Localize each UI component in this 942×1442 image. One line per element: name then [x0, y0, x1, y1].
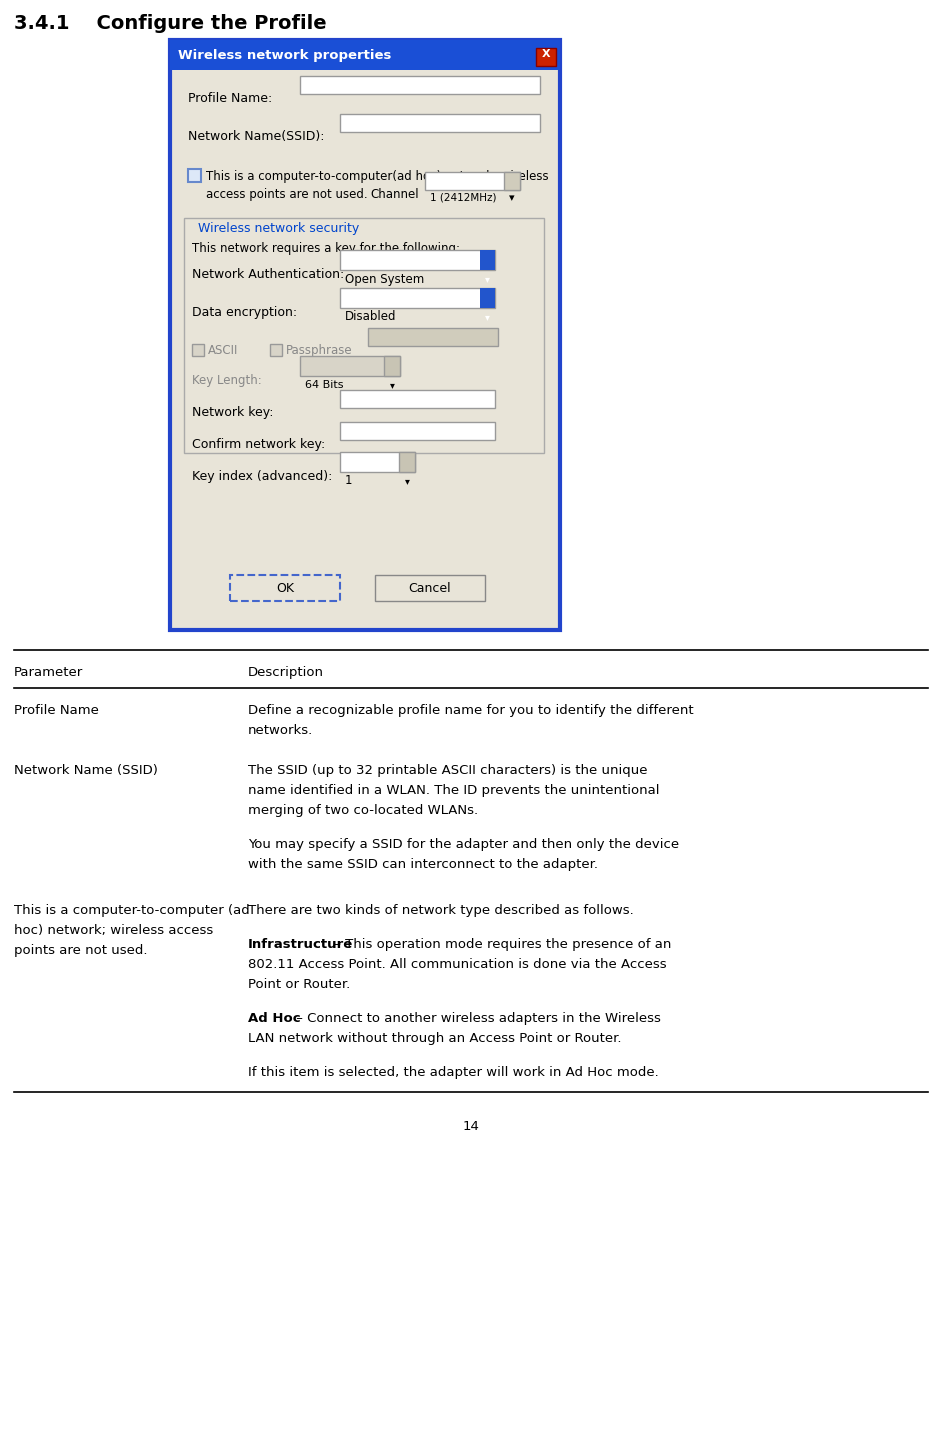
Text: X: X: [542, 49, 550, 59]
Text: If this item is selected, the adapter will work in Ad Hoc mode.: If this item is selected, the adapter wi…: [248, 1066, 658, 1079]
Text: Data encryption:: Data encryption:: [192, 306, 297, 319]
Bar: [340, 389, 495, 408]
Text: Wireless network properties: Wireless network properties: [178, 49, 391, 62]
Text: Network Name(SSID):: Network Name(SSID):: [188, 130, 324, 143]
Text: ▾: ▾: [484, 274, 490, 284]
Text: Description: Description: [248, 666, 324, 679]
Text: Cancel: Cancel: [409, 581, 451, 594]
Text: This network requires a key for the following:: This network requires a key for the foll…: [192, 242, 460, 255]
Bar: [384, 356, 400, 376]
Bar: [300, 76, 540, 94]
Text: Passphrase: Passphrase: [286, 345, 352, 358]
Bar: [504, 172, 520, 190]
Text: Network Authentication:: Network Authentication:: [192, 268, 344, 281]
Text: Key index (advanced):: Key index (advanced):: [192, 470, 333, 483]
Text: Profile Name:: Profile Name:: [188, 92, 272, 105]
Text: Wireless network security: Wireless network security: [198, 222, 359, 235]
Bar: [188, 169, 201, 182]
Text: ▾: ▾: [404, 476, 410, 486]
Bar: [480, 288, 495, 309]
Bar: [375, 575, 485, 601]
Bar: [340, 114, 540, 133]
Bar: [368, 327, 498, 346]
Bar: [340, 249, 495, 270]
Text: ▾: ▾: [484, 311, 490, 322]
Text: Parameter: Parameter: [14, 666, 83, 679]
Text: merging of two co-located WLANs.: merging of two co-located WLANs.: [248, 805, 479, 818]
Text: Infrastructure: Infrastructure: [248, 937, 353, 952]
Bar: [340, 288, 495, 309]
Text: Confirm network key:: Confirm network key:: [192, 438, 325, 451]
Text: ▾: ▾: [390, 381, 395, 389]
Text: There are two kinds of network type described as follows.: There are two kinds of network type desc…: [248, 904, 634, 917]
Text: name identified in a WLAN. The ID prevents the unintentional: name identified in a WLAN. The ID preven…: [248, 784, 659, 797]
Text: Define a recognizable profile name for you to identify the different: Define a recognizable profile name for y…: [248, 704, 693, 717]
Bar: [480, 249, 495, 270]
Text: Disabled: Disabled: [345, 310, 397, 323]
Text: Channel: Channel: [370, 187, 418, 200]
Text: points are not used.: points are not used.: [14, 945, 148, 957]
Text: Ad Hoc: Ad Hoc: [248, 1012, 300, 1025]
Bar: [230, 575, 340, 601]
Text: Network key:: Network key:: [192, 407, 273, 420]
Text: – Connect to another wireless adapters in the Wireless: – Connect to another wireless adapters i…: [292, 1012, 661, 1025]
Bar: [170, 40, 560, 630]
Text: Point or Router.: Point or Router.: [248, 978, 350, 991]
Bar: [175, 71, 555, 624]
Bar: [425, 172, 520, 190]
Bar: [340, 451, 415, 472]
Text: LAN network without through an Access Point or Router.: LAN network without through an Access Po…: [248, 1032, 622, 1045]
Text: This is a computer-to-computer(ad hoc) network; wireless: This is a computer-to-computer(ad hoc) n…: [206, 170, 548, 183]
Text: with the same SSID can interconnect to the adapter.: with the same SSID can interconnect to t…: [248, 858, 598, 871]
Text: Profile Name: Profile Name: [14, 704, 99, 717]
Text: Open System: Open System: [345, 273, 424, 286]
Text: networks.: networks.: [248, 724, 314, 737]
Text: 1 (2412MHz): 1 (2412MHz): [430, 193, 496, 203]
Bar: [399, 451, 415, 472]
Text: 14: 14: [463, 1120, 479, 1133]
Text: hoc) network; wireless access: hoc) network; wireless access: [14, 924, 213, 937]
Text: Key Length:: Key Length:: [192, 373, 262, 386]
Text: You may specify a SSID for the adapter and then only the device: You may specify a SSID for the adapter a…: [248, 838, 679, 851]
Bar: [340, 423, 495, 440]
Text: 802.11 Access Point. All communication is done via the Access: 802.11 Access Point. All communication i…: [248, 957, 667, 970]
Text: 64 Bits: 64 Bits: [305, 381, 344, 389]
Text: access points are not used.: access points are not used.: [206, 187, 367, 200]
Text: Network Name (SSID): Network Name (SSID): [14, 764, 158, 777]
Text: OK: OK: [276, 581, 294, 594]
Bar: [170, 40, 560, 71]
Bar: [184, 218, 544, 453]
Text: ▾: ▾: [510, 193, 515, 203]
Bar: [192, 345, 204, 356]
Text: The SSID (up to 32 printable ASCII characters) is the unique: The SSID (up to 32 printable ASCII chara…: [248, 764, 647, 777]
Bar: [536, 48, 556, 66]
Text: – This operation mode requires the presence of an: – This operation mode requires the prese…: [330, 937, 672, 952]
Text: This is a computer-to-computer (ad: This is a computer-to-computer (ad: [14, 904, 250, 917]
Text: ASCII: ASCII: [208, 345, 238, 358]
Bar: [300, 356, 400, 376]
Bar: [270, 345, 282, 356]
Text: 3.4.1    Configure the Profile: 3.4.1 Configure the Profile: [14, 14, 327, 33]
Text: 1: 1: [345, 474, 352, 487]
